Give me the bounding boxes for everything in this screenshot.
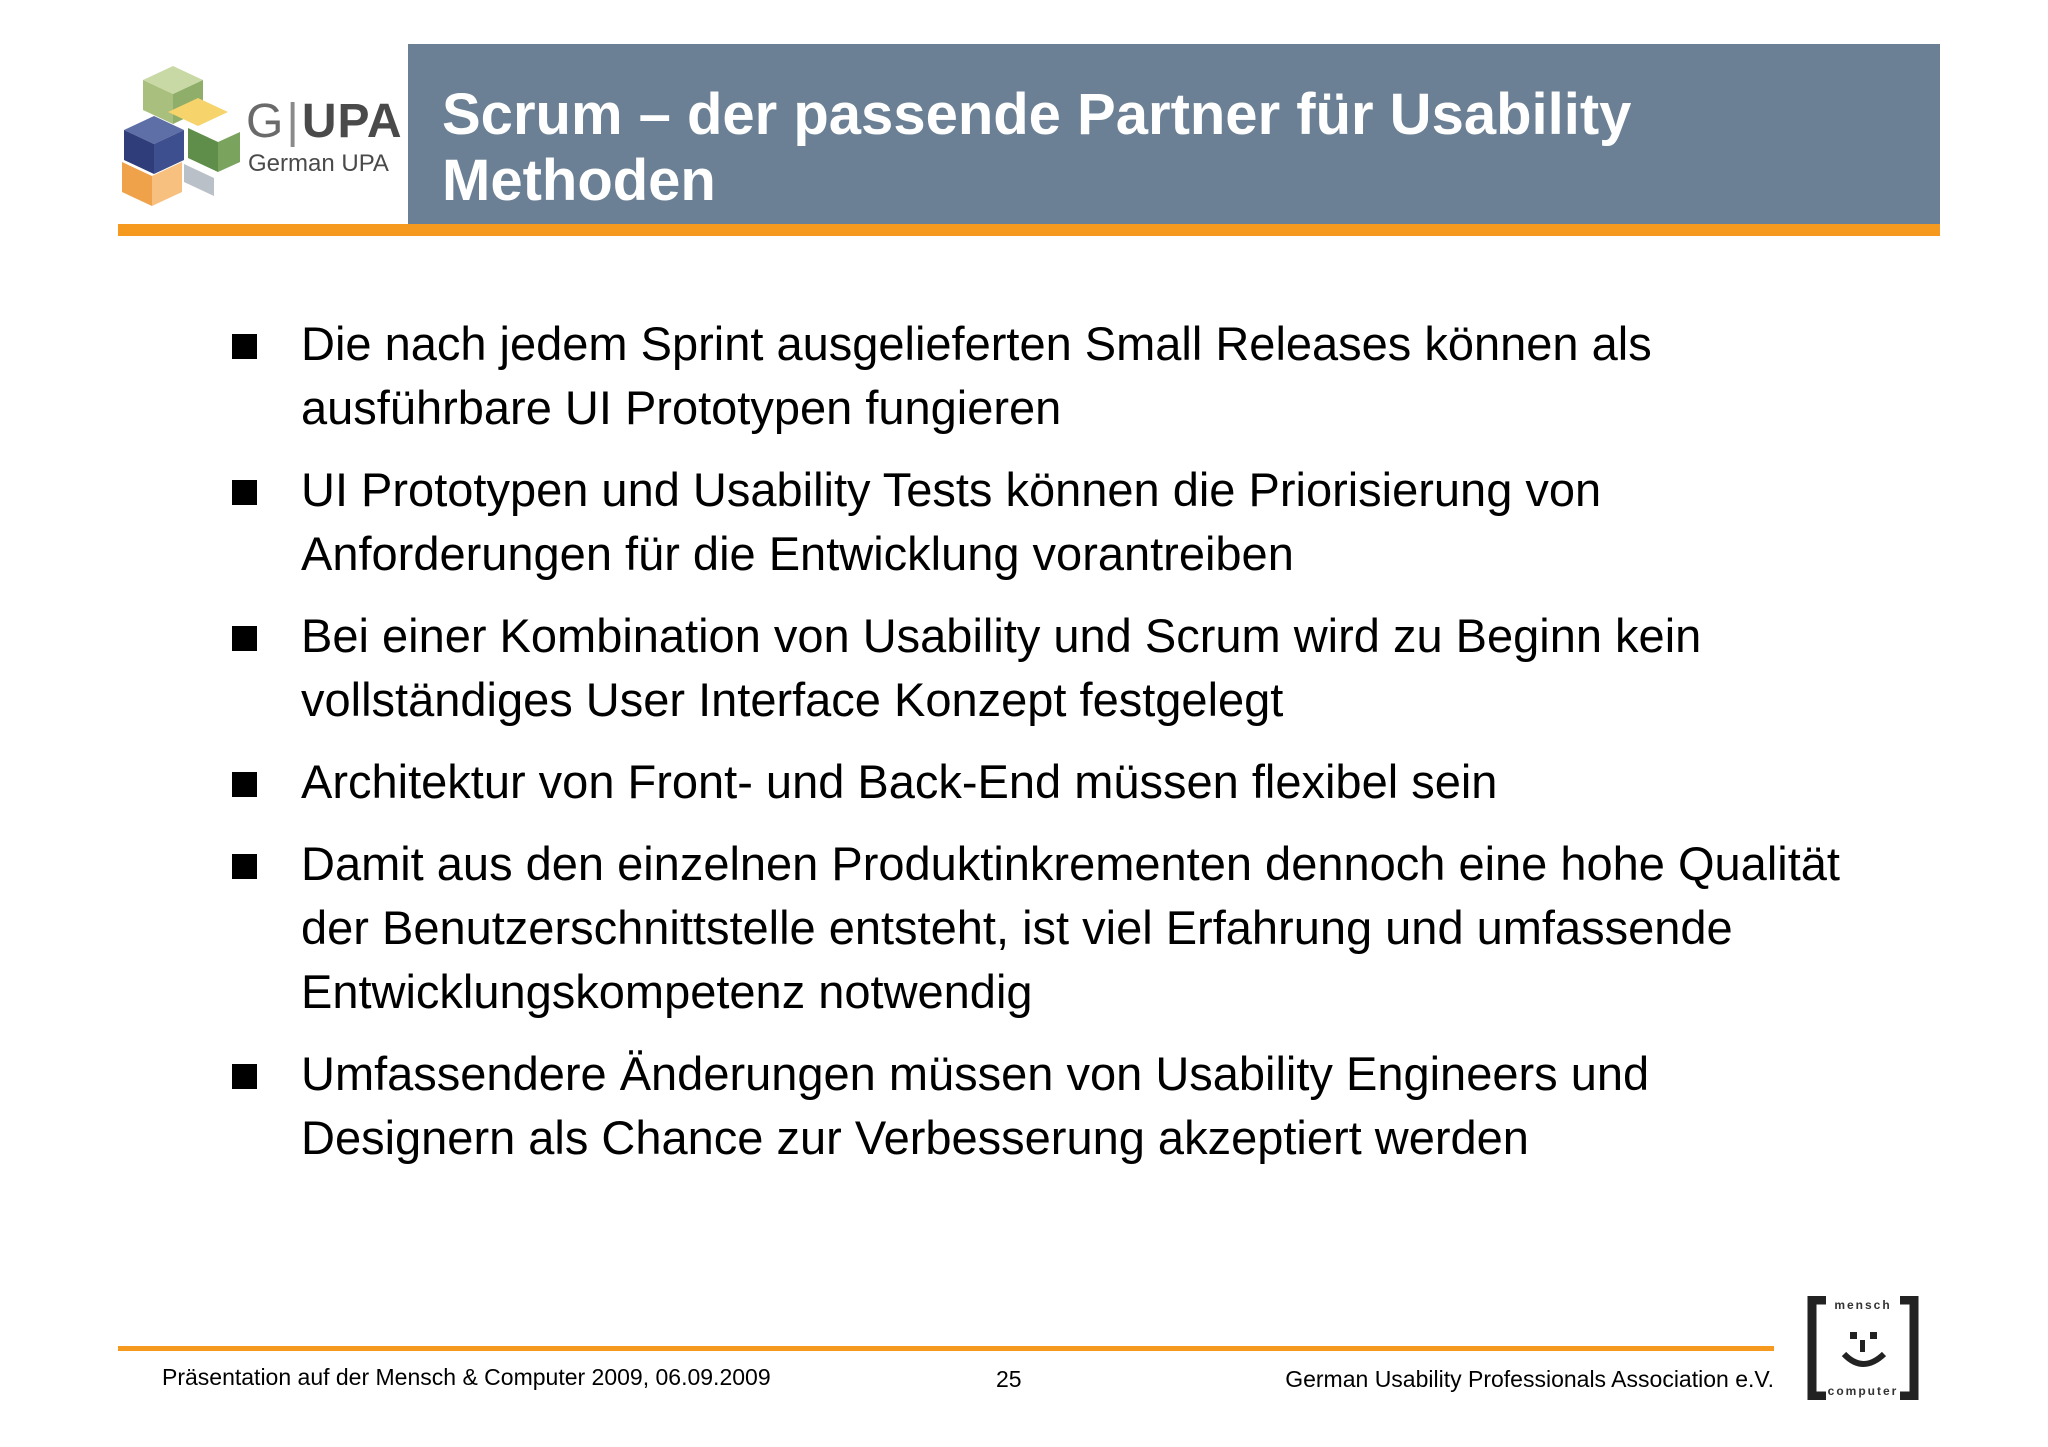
cube-logo-icon — [122, 66, 240, 206]
logo-subtitle: German UPA — [248, 150, 389, 177]
square-bullet-icon — [232, 854, 257, 879]
list-item: Bei einer Kombination von Usability und … — [232, 604, 1852, 732]
smiley-bracket-icon — [1807, 1295, 1919, 1401]
footer-presentation-info: Präsentation auf der Mensch & Computer 2… — [162, 1364, 771, 1390]
logo-word-mensch: mensch — [1834, 1298, 1892, 1312]
slide-title: Scrum – der passende Partner für Usabili… — [442, 82, 1632, 213]
footer-divider — [118, 1346, 1774, 1351]
list-item: Die nach jedem Sprint ausgelieferten Sma… — [232, 312, 1852, 440]
list-item: UI Prototypen und Usability Tests können… — [232, 458, 1852, 586]
list-item: Umfassendere Änderungen müssen von Usabi… — [232, 1042, 1852, 1170]
header-divider — [118, 224, 1940, 236]
square-bullet-icon — [232, 626, 257, 651]
list-item: Architektur von Front- und Back-End müss… — [232, 750, 1852, 814]
square-bullet-icon — [232, 480, 257, 505]
square-bullet-icon — [232, 334, 257, 359]
list-item: Damit aus den einzelnen Produktinkrement… — [232, 832, 1852, 1024]
footer-organization: German Usability Professionals Associati… — [1285, 1366, 1774, 1392]
logo-brand-text: G|UPA — [246, 95, 403, 148]
gupa-logo: G|UPA German UPA — [118, 58, 408, 208]
bullet-list: Die nach jedem Sprint ausgelieferten Sma… — [232, 312, 1852, 1188]
mensch-computer-logo: mensch computer — [1804, 1295, 1922, 1401]
page-number: 25 — [996, 1366, 1022, 1392]
title-bar: Scrum – der passende Partner für Usabili… — [408, 44, 1940, 224]
square-bullet-icon — [232, 772, 257, 797]
logo-word-computer: computer — [1827, 1384, 1899, 1398]
square-bullet-icon — [232, 1064, 257, 1089]
